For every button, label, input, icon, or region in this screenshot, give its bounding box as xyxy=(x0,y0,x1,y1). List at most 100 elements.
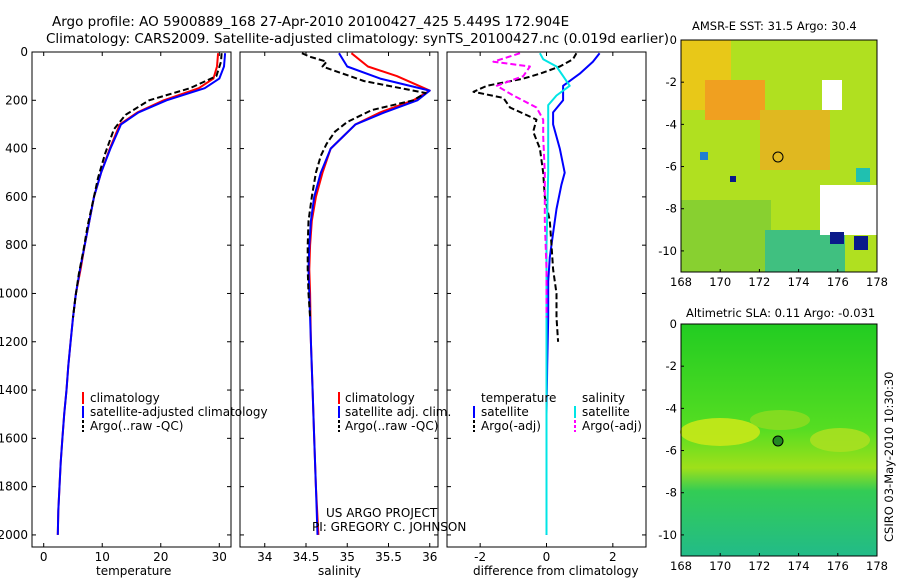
sla-high-patch xyxy=(680,418,760,446)
x-tick-label: 0 xyxy=(40,550,48,564)
temperature-plot-frame xyxy=(31,51,232,548)
legend-header-temperature: temperature xyxy=(481,391,556,405)
x-tick-label: 2 xyxy=(609,550,617,564)
series-line-climatology xyxy=(308,52,431,535)
sst-cell xyxy=(730,176,736,182)
sla-high-patch xyxy=(810,428,870,452)
x-tick-label: 0 xyxy=(543,550,551,564)
y-tick-label: 800 xyxy=(5,238,28,252)
x-tick-label: 35 xyxy=(340,550,355,564)
sst-map-axis-ticks: 168 170 172 174 176 178 0 -2 -4 -6 -8 -10 xyxy=(658,33,888,289)
map-y-tick-label: -2 xyxy=(666,359,677,373)
sst-hot-patch xyxy=(705,80,765,120)
y-tick-label: 1400 xyxy=(0,383,28,397)
salinity-series xyxy=(301,52,431,535)
map-x-tick-label: 178 xyxy=(866,559,888,573)
side-stamp: CSIRO 03-May-2010 10:30:30 xyxy=(882,372,896,543)
map-y-tick-label: -4 xyxy=(666,401,677,415)
salinity-legend: climatology satellite adj. clim. Argo(..… xyxy=(338,391,451,433)
map-x-tick-label: 168 xyxy=(670,275,692,289)
salinity-axis-ticks: 34 34.5 35 35.5 36 xyxy=(240,51,438,564)
series-line-temperature-argo-adj xyxy=(472,52,578,342)
x-tick-label: 36 xyxy=(422,550,437,564)
difference-axis-ticks: -2 0 2 xyxy=(447,51,646,564)
series-line-climatology xyxy=(56,53,220,535)
y-tick-label: 600 xyxy=(5,190,28,204)
map-x-tick-label: 174 xyxy=(788,559,810,573)
legend-label-climatology: climatology xyxy=(345,391,415,405)
y-tick-label: 1200 xyxy=(0,335,28,349)
y-tick-label: 1800 xyxy=(0,480,28,494)
difference-series xyxy=(472,52,601,535)
sst-cool-patch xyxy=(681,200,771,272)
figure-title-line1: Argo profile: AO 5900889_168 27-Apr-2010… xyxy=(52,14,569,30)
legend-header-salinity: salinity xyxy=(582,391,625,405)
legend-label-temp-argo: Argo(-adj) xyxy=(481,419,541,433)
sst-argo-marker xyxy=(772,151,784,163)
x-tick-label: 10 xyxy=(95,550,110,564)
map-y-tick-label: -4 xyxy=(666,117,677,131)
series-line-satellite-adj-clim xyxy=(307,52,431,535)
legend-label-argo: Argo(..raw -QC) xyxy=(345,419,438,433)
legend-label-argo: Argo(..raw -QC) xyxy=(90,419,183,433)
y-tick-label: 2000 xyxy=(0,528,28,542)
series-line-argo-raw-qc xyxy=(301,52,427,318)
sst-map xyxy=(680,39,878,273)
credit-project: US ARGO PROJECT xyxy=(326,506,438,520)
series-line-satellite-adjusted-climatology xyxy=(56,53,227,535)
map-x-tick-label: 176 xyxy=(827,275,849,289)
sst-cell xyxy=(700,152,708,160)
credit-pi: PI: GREGORY C. JOHNSON xyxy=(312,520,466,534)
sla-map-frame xyxy=(680,323,878,557)
y-tick-label: 200 xyxy=(5,93,28,107)
series-line-salinity-satellite xyxy=(539,52,571,535)
map-x-tick-label: 170 xyxy=(709,559,731,573)
x-tick-label: -2 xyxy=(474,550,486,564)
y-tick-label: 0 xyxy=(20,45,28,59)
legend-label-satellite: satellite adj. clim. xyxy=(345,405,451,419)
sla-high-patch xyxy=(750,410,810,430)
map-y-tick-label: -10 xyxy=(658,528,677,542)
sst-map-frame xyxy=(680,39,878,273)
legend-label-sal-satellite: satellite xyxy=(582,405,630,419)
map-y-tick-label: -8 xyxy=(666,202,677,216)
sst-missing-data xyxy=(820,185,877,235)
map-y-tick-label: -8 xyxy=(666,486,677,500)
series-line-salinity-argo-adj xyxy=(492,52,548,318)
x-tick-label: 20 xyxy=(153,550,168,564)
map-x-tick-label: 176 xyxy=(827,559,849,573)
x-tick-label: 34.5 xyxy=(293,550,320,564)
map-x-tick-label: 168 xyxy=(670,559,692,573)
sst-warm-patch xyxy=(760,110,830,170)
x-tick-label: 34 xyxy=(257,550,272,564)
sst-map-title: AMSR-E SST: 31.5 Argo: 30.4 xyxy=(692,19,857,33)
y-tick-label: 1600 xyxy=(0,431,28,445)
legend-label-sal-argo: Argo(-adj) xyxy=(582,419,642,433)
salinity-plot-frame xyxy=(239,51,439,548)
sla-argo-marker xyxy=(772,435,784,447)
sst-missing-data xyxy=(822,80,842,110)
map-x-tick-label: 178 xyxy=(866,275,888,289)
temperature-axis-ticks: 0 10 20 30 0 200 400 600 800 1000 1200 1400 1600 1800… xyxy=(0,45,231,564)
difference-legend: temperature satellite Argo(-adj) salinit… xyxy=(473,391,642,433)
map-y-tick-label: 0 xyxy=(670,33,677,47)
temperature-series xyxy=(56,53,227,535)
map-y-tick-label: -6 xyxy=(666,444,677,458)
legend-label-climatology: climatology xyxy=(90,391,160,405)
map-y-tick-label: -6 xyxy=(666,160,677,174)
legend-label-temp-satellite: satellite xyxy=(481,405,529,419)
figure-title-line2: Climatology: CARS2009. Satellite-adjuste… xyxy=(46,31,669,47)
sla-map-title: Altimetric SLA: 0.11 Argo: -0.031 xyxy=(686,306,875,320)
map-y-tick-label: -2 xyxy=(666,75,677,89)
temperature-legend: climatology satellite-adjusted climatolo… xyxy=(82,391,268,433)
sla-map-axis-ticks: 168 170 172 174 176 178 0 -2 -4 -6 -8 -10 xyxy=(658,317,888,573)
series-line-temperature-satellite xyxy=(545,52,601,535)
map-x-tick-label: 174 xyxy=(788,275,810,289)
map-x-tick-label: 172 xyxy=(748,275,770,289)
sst-cell xyxy=(854,236,868,250)
x-tick-label: 35.5 xyxy=(375,550,402,564)
legend-label-satellite: satellite-adjusted climatology xyxy=(90,405,268,419)
y-tick-label: 1000 xyxy=(0,286,28,300)
salinity-x-label: salinity xyxy=(318,564,361,578)
